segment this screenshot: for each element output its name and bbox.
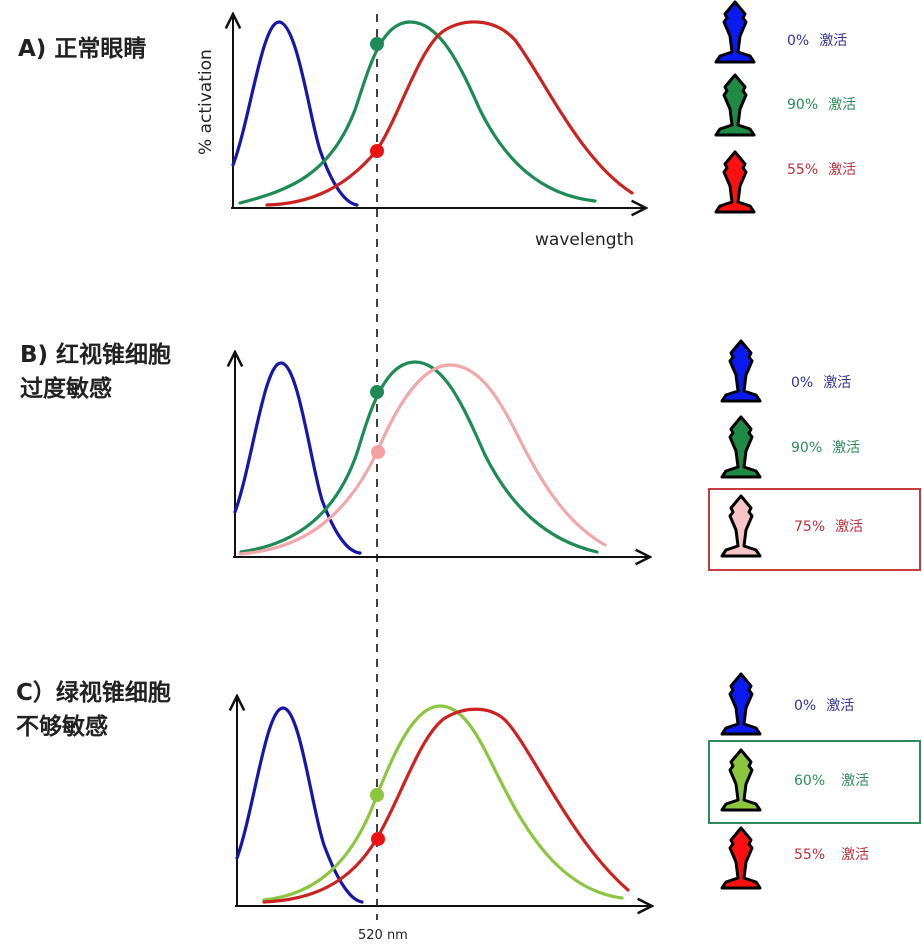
panel-b-green-activation: 90% 激活 xyxy=(791,437,860,457)
panel-b-cone-green xyxy=(718,415,764,481)
wavelength-marker-label: 520 nm xyxy=(358,928,408,943)
panel-c-cone-red xyxy=(718,826,764,892)
cone-cell-icon xyxy=(714,0,756,64)
panel-c-lightgreen-activation: 60% 激活 xyxy=(794,770,869,790)
green-curve xyxy=(239,360,599,554)
panel-a-blue-activation: 0% 激活 xyxy=(787,30,847,50)
panel-c-highlight-box xyxy=(708,740,921,824)
activation-word: 激活 xyxy=(826,698,855,714)
cone-cell-icon xyxy=(720,748,762,812)
cone-cell-icon xyxy=(720,415,762,479)
panel-b-highlight-box xyxy=(708,488,921,571)
percent-value: 90% xyxy=(791,440,823,456)
panel-a-axes xyxy=(231,14,646,208)
cone-cell-icon xyxy=(720,339,762,403)
green-curve xyxy=(238,20,597,205)
percent-value: 90% xyxy=(787,97,819,113)
panel-c-title-line-1: C）绿视锥细胞 xyxy=(16,680,171,706)
panel-c-axes xyxy=(235,696,652,906)
percent-value: 55% xyxy=(787,162,819,178)
panel-a-cone-green xyxy=(712,73,758,139)
lightgreen-curve xyxy=(262,704,624,902)
panel-b-title: B) 红视锥细胞 过度敏感 xyxy=(20,338,171,406)
red-activation-dot xyxy=(370,144,384,158)
pink-activation-dot xyxy=(371,445,385,459)
panel-c-curves xyxy=(235,704,630,904)
panel-a-curves xyxy=(231,20,634,207)
panel-c-title-line-2: 不够敏感 xyxy=(16,714,108,740)
panel-a-title: A) 正常眼睛 xyxy=(18,32,146,66)
activation-word: 激活 xyxy=(828,97,857,113)
cone-cell-icon xyxy=(720,494,762,558)
percent-value: 0% xyxy=(787,33,810,49)
percent-value: 55% xyxy=(794,847,826,863)
blue-curve xyxy=(233,361,362,555)
panel-c-red-activation: 55% 激活 xyxy=(794,844,869,864)
red-curve xyxy=(262,707,630,904)
cone-cell-icon xyxy=(714,73,756,137)
panel-b-cone-pink xyxy=(718,494,764,560)
blue-curve xyxy=(235,706,364,904)
panel-b-pink-activation: 75% 激活 xyxy=(794,516,863,536)
red-curve xyxy=(265,20,634,207)
panel-a-cone-blue xyxy=(712,0,758,66)
percent-value: 60% xyxy=(794,773,826,789)
panel-b-title-line-2: 过度敏感 xyxy=(20,376,112,402)
panel-a-cone-red xyxy=(712,150,758,216)
activation-word: 激活 xyxy=(823,375,852,391)
green-activation-dot xyxy=(370,37,384,51)
blue-curve xyxy=(231,20,359,207)
panel-a-title-line: A) 正常眼睛 xyxy=(18,36,147,62)
activation-word: 激活 xyxy=(832,440,861,456)
panel-b-cone-blue xyxy=(718,339,764,405)
panel-c-cone-blue xyxy=(718,672,764,738)
activation-word: 激活 xyxy=(841,847,870,863)
panel-b-title-line-1: B) 红视锥细胞 xyxy=(20,342,172,368)
red-activation-dot xyxy=(371,832,385,846)
panel-b-blue-activation: 0% 激活 xyxy=(791,372,851,392)
panel-a-red-activation: 55% 激活 xyxy=(787,159,856,179)
cone-cell-icon xyxy=(720,826,762,890)
activation-word: 激活 xyxy=(819,33,848,49)
panel-a-green-activation: 90% 激活 xyxy=(787,94,856,114)
panel-c-blue-activation: 0% 激活 xyxy=(794,695,854,715)
pink-curve xyxy=(238,363,607,556)
panel-c-cone-lightgreen xyxy=(718,748,764,814)
percent-value: 0% xyxy=(794,698,817,714)
cone-cell-icon xyxy=(720,672,762,736)
percent-value: 75% xyxy=(794,519,826,535)
activation-word: 激活 xyxy=(835,519,864,535)
activation-word: 激活 xyxy=(841,773,870,789)
lightgreen-activation-dot xyxy=(370,788,384,802)
panel-b-axes xyxy=(233,352,650,557)
percent-value: 0% xyxy=(791,375,814,391)
x-axis-label: wavelength xyxy=(535,230,635,250)
panel-c-title: C）绿视锥细胞 不够敏感 xyxy=(16,676,171,744)
cone-cell-icon xyxy=(714,150,756,214)
activation-word: 激活 xyxy=(828,162,857,178)
green-activation-dot xyxy=(370,385,384,399)
panel-b-curves xyxy=(233,360,607,556)
